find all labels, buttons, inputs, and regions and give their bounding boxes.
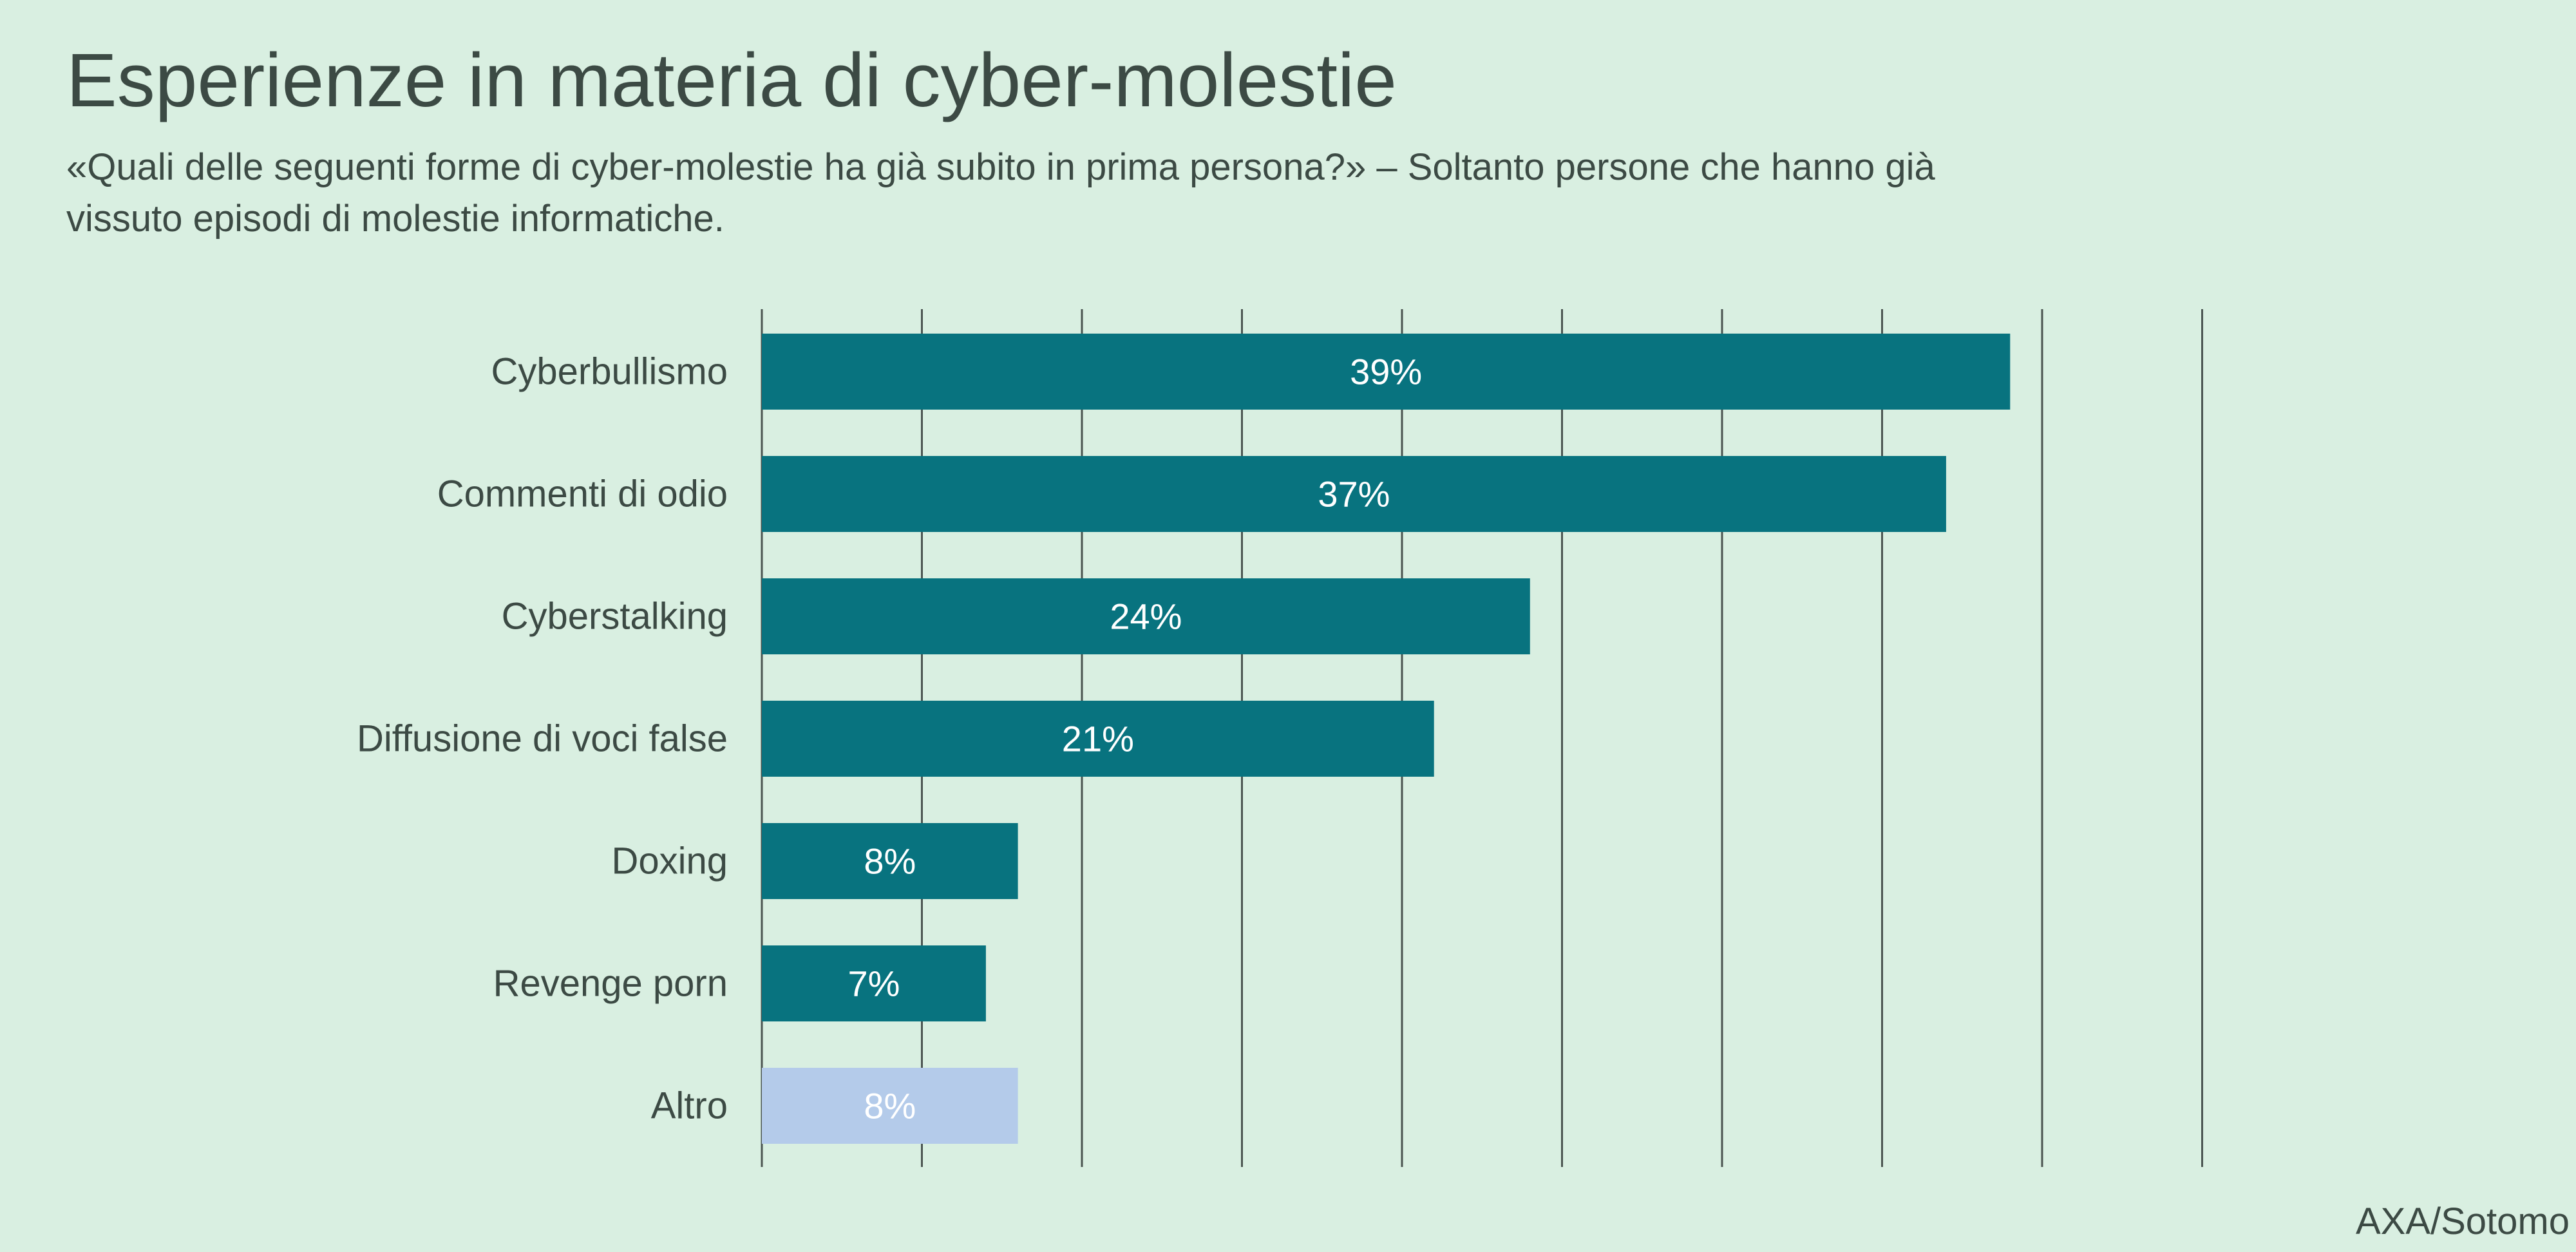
value-label: 8% xyxy=(864,841,916,882)
category-label: Doxing xyxy=(611,840,728,882)
bar xyxy=(762,701,1434,777)
bar xyxy=(762,334,2011,410)
bar xyxy=(762,578,1530,654)
value-label: 24% xyxy=(1110,596,1182,637)
bars xyxy=(762,334,2011,1144)
value-label: 7% xyxy=(848,963,900,1004)
value-label: 37% xyxy=(1318,474,1390,515)
category-label: Altro xyxy=(651,1085,728,1127)
bar xyxy=(762,456,1946,532)
bar xyxy=(762,823,1018,899)
value-label: 21% xyxy=(1062,719,1134,759)
category-label: Revenge porn xyxy=(493,963,728,1005)
chart-subtitle: «Quali delle seguenti forme di cyber-mol… xyxy=(66,146,1935,240)
category-label: Cyberbullismo xyxy=(491,351,728,393)
source-note: AXA/Sotomo xyxy=(2355,1200,2570,1242)
category-label: Commenti di odio xyxy=(437,473,728,515)
category-label: Cyberstalking xyxy=(502,596,728,638)
value-label: 8% xyxy=(864,1086,916,1126)
bar xyxy=(762,945,986,1021)
value-labels: 39% 37% 24% 21% 8% 7% 8% xyxy=(848,352,1422,1126)
bar xyxy=(762,1068,1018,1144)
category-labels: Cyberbullismo Commenti di odio Cyberstalki… xyxy=(357,351,728,1127)
category-label: Diffusione di voci false xyxy=(357,718,728,760)
chart-title: Esperienze in materia di cyber-molestie xyxy=(66,38,1397,123)
value-label: 39% xyxy=(1350,352,1422,392)
